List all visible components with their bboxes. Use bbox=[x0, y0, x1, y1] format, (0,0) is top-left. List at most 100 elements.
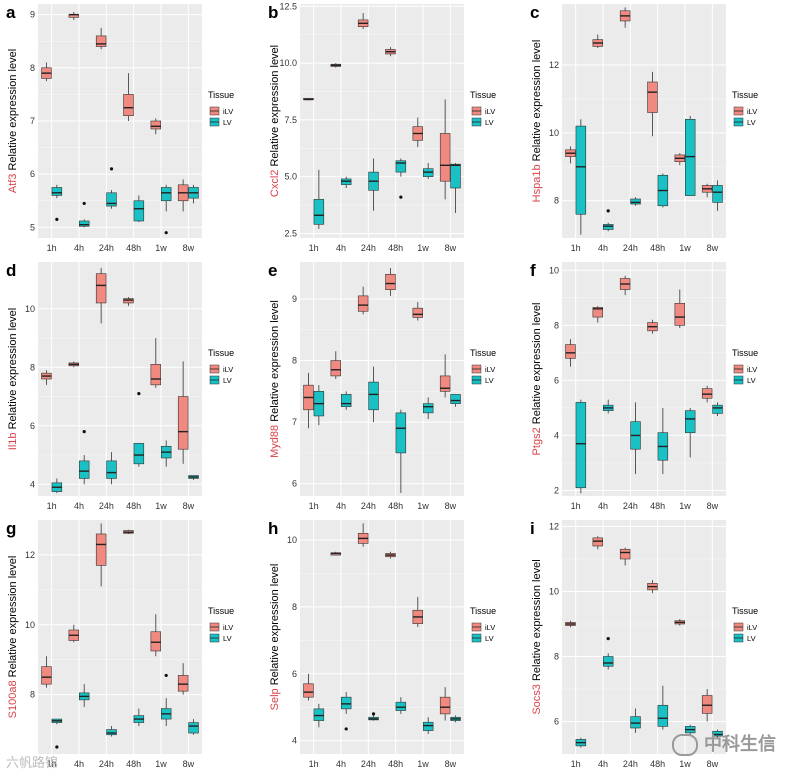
box-body bbox=[422, 721, 434, 731]
x-tick-label: 4h bbox=[598, 243, 608, 253]
box-body bbox=[123, 94, 134, 116]
box-LV-1w bbox=[160, 184, 172, 235]
box-iLV-1w bbox=[674, 619, 686, 626]
x-tick-label: 1w bbox=[155, 501, 167, 511]
box-LV-4h bbox=[78, 430, 90, 485]
box-LV-1w bbox=[422, 717, 434, 734]
box-LV-8w bbox=[712, 180, 723, 211]
box-iLV-24h bbox=[357, 13, 369, 29]
y-axis-label: S100a8 Relative expression level bbox=[7, 556, 19, 719]
y-tick-label: 2 bbox=[554, 485, 559, 495]
gene-name: Selp bbox=[269, 688, 281, 710]
box-body bbox=[701, 695, 713, 714]
y-axis-label-suffix: Relative expression level bbox=[531, 303, 543, 428]
box-LV-1w bbox=[160, 673, 172, 727]
x-tick-label: 4h bbox=[598, 759, 608, 769]
x-tick-label: 1w bbox=[417, 243, 429, 253]
box-LV-24h bbox=[106, 167, 117, 209]
box-body bbox=[123, 298, 134, 304]
box-LV-48h bbox=[657, 173, 669, 208]
x-tick-label: 8w bbox=[707, 501, 719, 511]
box-LV-4h bbox=[340, 692, 352, 731]
plot-background bbox=[38, 262, 202, 496]
outlier-point bbox=[164, 673, 168, 678]
box-LV-24h bbox=[630, 197, 641, 206]
legend-label-LV: LV bbox=[223, 376, 232, 385]
y-tick-label: 8 bbox=[292, 356, 297, 366]
box-body bbox=[340, 394, 352, 408]
box-LV-1w bbox=[684, 724, 696, 735]
legend-title: Tissue bbox=[208, 348, 234, 358]
x-tick-label: 4h bbox=[74, 501, 84, 511]
box-iLV-24h bbox=[357, 523, 369, 547]
x-tick-label: 24h bbox=[623, 759, 638, 769]
x-tick-label: 24h bbox=[99, 759, 114, 769]
box-body bbox=[439, 375, 451, 392]
box-LV-24h bbox=[368, 712, 379, 721]
x-tick-label: 24h bbox=[99, 501, 114, 511]
box-body bbox=[357, 295, 369, 312]
box-LV-4h bbox=[602, 209, 614, 232]
box-iLV-24h bbox=[619, 7, 631, 28]
y-tick-label: 7 bbox=[30, 116, 35, 126]
box-LV-4h bbox=[78, 684, 90, 707]
x-tick-label: 8w bbox=[707, 759, 719, 769]
legend-title: Tissue bbox=[208, 606, 234, 616]
y-tick-label: 6 bbox=[30, 421, 35, 431]
panel-letter: f bbox=[530, 261, 536, 280]
x-tick-label: 48h bbox=[388, 759, 403, 769]
x-tick-label: 4h bbox=[336, 243, 346, 253]
x-tick-label: 24h bbox=[623, 243, 638, 253]
x-tick-label: 4h bbox=[336, 759, 346, 769]
y-axis-label-suffix: Relative expression level bbox=[531, 40, 543, 165]
box-body bbox=[647, 81, 658, 113]
x-tick-label: 1h bbox=[309, 243, 319, 253]
box-body bbox=[395, 412, 407, 454]
box-iLV-1w bbox=[412, 117, 424, 148]
watermark-right-text: 中科生信 bbox=[704, 734, 776, 755]
watermark-right: 中科生信 bbox=[672, 730, 776, 756]
box-body bbox=[133, 443, 145, 465]
panel-letter: d bbox=[6, 261, 16, 280]
box-iLV-8w bbox=[701, 183, 713, 198]
panel-letter: b bbox=[268, 3, 278, 22]
y-tick-label: 9 bbox=[30, 10, 35, 20]
box-iLV-48h bbox=[385, 47, 396, 57]
box-iLV-8w bbox=[177, 361, 189, 464]
y-tick-label: 10.0 bbox=[279, 58, 297, 68]
box-body bbox=[78, 460, 90, 479]
plot-background bbox=[562, 262, 726, 496]
gene-name: Atf3 bbox=[7, 174, 19, 194]
outlier-point bbox=[606, 637, 610, 641]
y-axis-label: Atf3 Relative expression level bbox=[7, 49, 19, 193]
box-body bbox=[330, 360, 342, 377]
box-body bbox=[95, 35, 107, 47]
box-iLV-48h bbox=[385, 268, 396, 296]
box-iLV-48h bbox=[123, 529, 134, 534]
plot-background bbox=[300, 4, 464, 238]
outlier-point bbox=[371, 712, 376, 716]
box-iLV-1w bbox=[150, 338, 162, 388]
box-LV-1h bbox=[313, 385, 325, 426]
box-LV-48h bbox=[657, 407, 669, 474]
box-iLV-1w bbox=[412, 596, 424, 627]
y-axis-label-suffix: Relative expression level bbox=[7, 556, 19, 681]
box-LV-8w bbox=[712, 402, 723, 417]
panel-e: 6 7 8 9 1h 4h 24h 48h 1w 8w Myd88 Relative express… bbox=[268, 261, 496, 511]
box-iLV-8w bbox=[439, 99, 451, 200]
y-tick-label: 12 bbox=[549, 60, 559, 70]
x-tick-label: 1h bbox=[571, 501, 581, 511]
box-body bbox=[160, 187, 172, 202]
box-body bbox=[106, 460, 117, 479]
box-body bbox=[51, 187, 63, 196]
y-tick-label: 7 bbox=[292, 417, 297, 427]
legend-title: Tissue bbox=[470, 348, 496, 358]
box-body bbox=[602, 224, 614, 230]
box-LV-1w bbox=[422, 397, 434, 420]
box-iLV-8w bbox=[439, 354, 451, 398]
panel-letter: i bbox=[530, 519, 535, 538]
box-body bbox=[95, 273, 107, 304]
box-body bbox=[385, 274, 396, 291]
box-body bbox=[395, 701, 407, 711]
box-iLV-1h bbox=[565, 339, 576, 367]
